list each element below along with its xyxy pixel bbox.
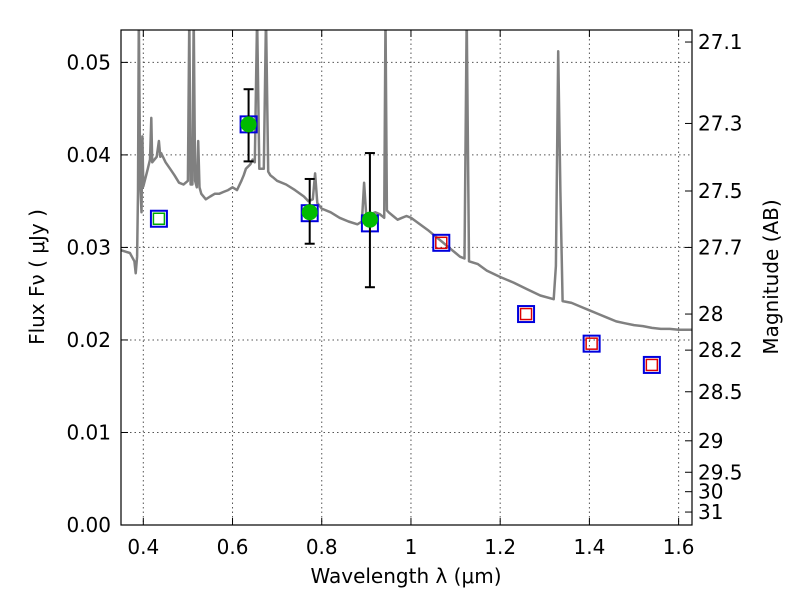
model-square-inner (585, 337, 598, 350)
y-tick-label: 0.04 (66, 143, 111, 167)
grid-lines (121, 30, 692, 526)
x-tick-label: 1.2 (484, 535, 516, 559)
y2-tick-label: 28.2 (698, 338, 743, 362)
x-tick-label: 1.6 (663, 535, 695, 559)
y-tick-label: 0.00 (66, 513, 111, 537)
spectrum-line (121, 30, 692, 332)
model-square-inner (152, 212, 166, 225)
y2-axis-title: Magnitude (AB) (759, 199, 783, 354)
observed-point (361, 211, 378, 228)
y2-tick-label: 28 (698, 302, 723, 326)
y-tick-label: 0.03 (66, 235, 111, 259)
x-tick-label: 1.4 (573, 535, 605, 559)
x-axis: 0.4 0.6 0.8 1 1.2 1.4 1.6 (127, 30, 695, 559)
y2-tick-label: 27.7 (698, 235, 743, 259)
x-tick-label: 0.4 (127, 535, 159, 559)
model-square-inner (645, 358, 659, 372)
x-axis-title: Wavelength λ (μm) (310, 564, 501, 588)
y2-tick-label: 29.5 (698, 460, 743, 484)
y-tick-label: 0.02 (66, 328, 111, 352)
model-square (149, 209, 168, 228)
model-square (642, 355, 661, 374)
model-square-inner (435, 236, 448, 250)
y-axis: 0.00 0.01 0.02 0.03 0.04 0.05 (66, 50, 128, 537)
model-square (517, 305, 536, 324)
y-tick-label: 0.01 (66, 420, 111, 444)
y2-tick-label: 27.3 (698, 111, 743, 135)
observed-point (301, 204, 318, 221)
y2-tick-label: 27.5 (698, 179, 743, 203)
model-square (432, 233, 451, 252)
x-tick-label: 0.8 (306, 535, 338, 559)
y-tick-label: 0.05 (66, 50, 111, 74)
observation-layer (240, 88, 378, 289)
spectrum-layer (121, 30, 692, 332)
observed-point (240, 116, 257, 133)
x-tick-label: 0.6 (217, 535, 249, 559)
y2-tick-label: 30 (698, 480, 723, 504)
y2-tick-label: 31 (698, 500, 723, 524)
plot-frame (120, 29, 693, 526)
y2-tick-label: 29 (698, 429, 723, 453)
model-square (582, 334, 601, 353)
model-square-inner (519, 307, 533, 321)
y-axis-title: Flux Fν ( μJy ) (25, 209, 49, 345)
y2-tick-label: 28.5 (698, 380, 743, 404)
x-tick-label: 1 (405, 535, 418, 559)
y2-tick-label: 27.1 (698, 30, 743, 54)
